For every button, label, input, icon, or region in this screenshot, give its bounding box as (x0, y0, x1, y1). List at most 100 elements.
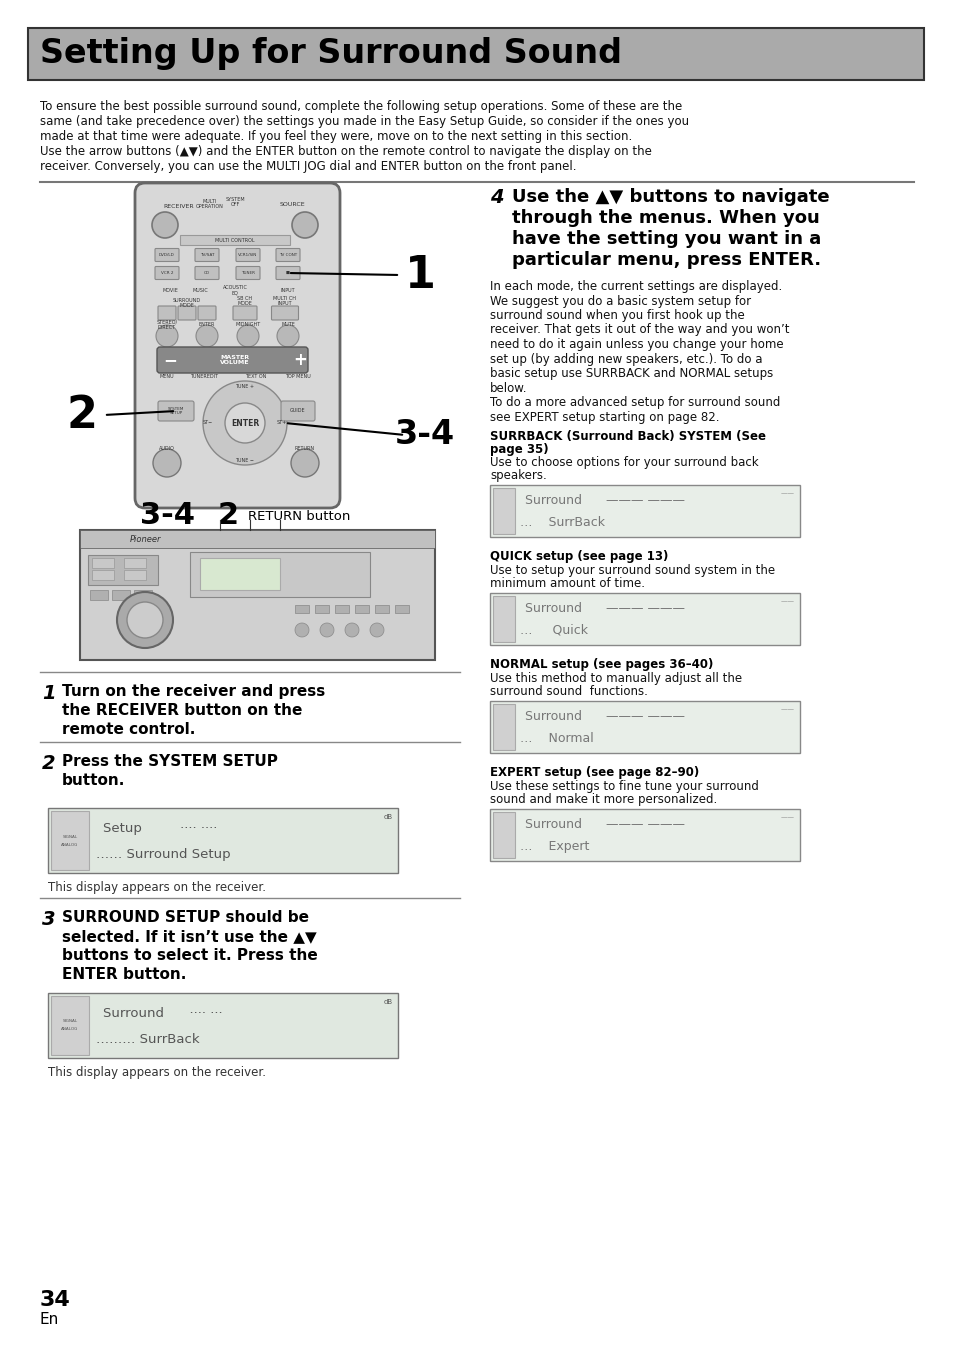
Text: the RECEIVER button on the: the RECEIVER button on the (62, 704, 302, 718)
Text: Use this method to manually adjust all the: Use this method to manually adjust all t… (490, 673, 741, 685)
Bar (48, 807, 397, 874)
Bar (90, 590, 108, 600)
Text: In each mode, the current settings are displayed.: In each mode, the current settings are d… (490, 280, 781, 293)
Text: 3-4: 3-4 (140, 500, 194, 530)
Bar (28, 28, 923, 80)
Text: SURRBACK (Surround Back) SYSTEM (See: SURRBACK (Surround Back) SYSTEM (See (490, 430, 765, 443)
Text: RETURN: RETURN (294, 445, 314, 450)
Text: Surround      ——— ———: Surround ——— ——— (524, 495, 684, 507)
Text: QUICK setup (see page 13): QUICK setup (see page 13) (490, 550, 668, 563)
Text: To ensure the best possible surround sound, complete the following setup operati: To ensure the best possible surround sou… (40, 100, 681, 113)
Text: INPUT: INPUT (280, 287, 295, 293)
Bar (294, 605, 309, 613)
Bar (200, 558, 280, 590)
Text: 3: 3 (42, 910, 55, 929)
Text: SURROUND SETUP should be: SURROUND SETUP should be (62, 910, 309, 925)
FancyBboxPatch shape (235, 248, 260, 262)
FancyBboxPatch shape (235, 267, 260, 279)
FancyBboxPatch shape (135, 183, 339, 508)
Text: …… Surround Setup: …… Surround Setup (96, 848, 231, 861)
Text: SOURCE: SOURCE (279, 202, 305, 208)
Text: through the menus. When you: through the menus. When you (512, 209, 819, 226)
Text: SB CH
MODE: SB CH MODE (237, 295, 253, 306)
Bar (51, 811, 89, 869)
Text: EXPERT setup (see page 82–90): EXPERT setup (see page 82–90) (490, 766, 699, 779)
Text: MASTER
VOLUME: MASTER VOLUME (220, 355, 250, 365)
Text: This display appears on the receiver.: This display appears on the receiver. (48, 1066, 266, 1078)
Bar (490, 809, 800, 861)
Text: remote control.: remote control. (62, 723, 195, 737)
FancyBboxPatch shape (275, 248, 299, 262)
Bar (124, 570, 146, 580)
Bar (490, 485, 800, 537)
FancyBboxPatch shape (198, 306, 215, 319)
Text: Surround      ——— ———: Surround ——— ——— (524, 818, 684, 832)
Text: basic setup use SURRBACK and NORMAL setups: basic setup use SURRBACK and NORMAL setu… (490, 367, 773, 380)
Text: 34: 34 (40, 1290, 71, 1310)
Bar (490, 593, 800, 644)
Text: To do a more advanced setup for surround sound: To do a more advanced setup for surround… (490, 396, 780, 408)
Text: ——: —— (781, 706, 794, 712)
Bar (51, 996, 89, 1055)
Text: We suggest you do a basic system setup for: We suggest you do a basic system setup f… (490, 294, 750, 307)
Bar (493, 704, 515, 749)
Circle shape (291, 449, 318, 477)
Text: below.: below. (490, 381, 527, 395)
Bar (88, 555, 158, 585)
Text: minimum amount of time.: minimum amount of time. (490, 577, 644, 590)
Bar (80, 530, 435, 661)
Text: TEXT ON: TEXT ON (245, 375, 266, 380)
Text: surround sound when you first hook up the: surround sound when you first hook up th… (490, 309, 744, 322)
Circle shape (319, 623, 334, 638)
Text: dB: dB (383, 814, 393, 820)
Text: ACOUSTIC
EQ: ACOUSTIC EQ (222, 284, 247, 295)
Text: Turn on the receiver and press: Turn on the receiver and press (62, 683, 325, 700)
Text: SYSTEM
SETUP: SYSTEM SETUP (168, 407, 184, 415)
Text: buttons to select it. Press the: buttons to select it. Press the (62, 948, 317, 962)
Text: 2: 2 (218, 500, 239, 530)
Text: ■: ■ (286, 271, 290, 275)
Text: TUNER: TUNER (241, 271, 254, 275)
Circle shape (345, 623, 358, 638)
Text: receiver. Conversely, you can use the MULTI JOG dial and ENTER button on the fro: receiver. Conversely, you can use the MU… (40, 160, 576, 173)
Text: Surround      ···· ···: Surround ···· ··· (103, 1007, 222, 1020)
Circle shape (117, 592, 172, 648)
Text: Use the ▲▼ buttons to navigate: Use the ▲▼ buttons to navigate (512, 187, 829, 206)
Text: 3-4: 3-4 (395, 418, 455, 452)
FancyBboxPatch shape (281, 400, 314, 421)
Circle shape (370, 623, 384, 638)
FancyBboxPatch shape (158, 400, 193, 421)
Bar (112, 590, 130, 600)
Text: page 35): page 35) (490, 443, 548, 456)
Text: This display appears on the receiver.: This display appears on the receiver. (48, 882, 266, 894)
Circle shape (152, 212, 178, 239)
Text: ST+: ST+ (276, 421, 287, 426)
Text: Setting Up for Surround Sound: Setting Up for Surround Sound (40, 38, 621, 70)
Text: Setup         ···· ····: Setup ···· ···· (103, 822, 217, 836)
Text: ENTER button.: ENTER button. (62, 967, 186, 981)
Bar (133, 590, 152, 600)
Text: speakers.: speakers. (490, 469, 546, 483)
Circle shape (225, 403, 265, 443)
Text: Surround      ——— ———: Surround ——— ——— (524, 603, 684, 615)
Bar (490, 701, 800, 754)
Text: Use these settings to fine tune your surround: Use these settings to fine tune your sur… (490, 780, 758, 793)
Bar (493, 488, 515, 534)
Text: En: En (40, 1313, 59, 1328)
Text: MULTI
OPERATION: MULTI OPERATION (196, 198, 224, 209)
Bar (395, 605, 409, 613)
Text: VCR 2: VCR 2 (161, 271, 173, 275)
Text: 2: 2 (67, 394, 97, 437)
Text: NORMAL setup (see pages 36–40): NORMAL setup (see pages 36–40) (490, 658, 713, 671)
Text: 4: 4 (490, 187, 503, 208)
Text: ——: —— (781, 491, 794, 496)
Text: MENU: MENU (160, 375, 174, 380)
Text: TV CONT: TV CONT (278, 253, 296, 257)
Text: Use the arrow buttons (▲▼) and the ENTER button on the remote control to navigat: Use the arrow buttons (▲▼) and the ENTER… (40, 146, 651, 158)
FancyBboxPatch shape (178, 306, 195, 319)
FancyBboxPatch shape (157, 346, 308, 373)
Text: 1: 1 (404, 253, 435, 297)
Bar (180, 235, 290, 245)
Text: need to do it again unless you change your home: need to do it again unless you change yo… (490, 338, 782, 350)
FancyBboxPatch shape (272, 306, 298, 319)
